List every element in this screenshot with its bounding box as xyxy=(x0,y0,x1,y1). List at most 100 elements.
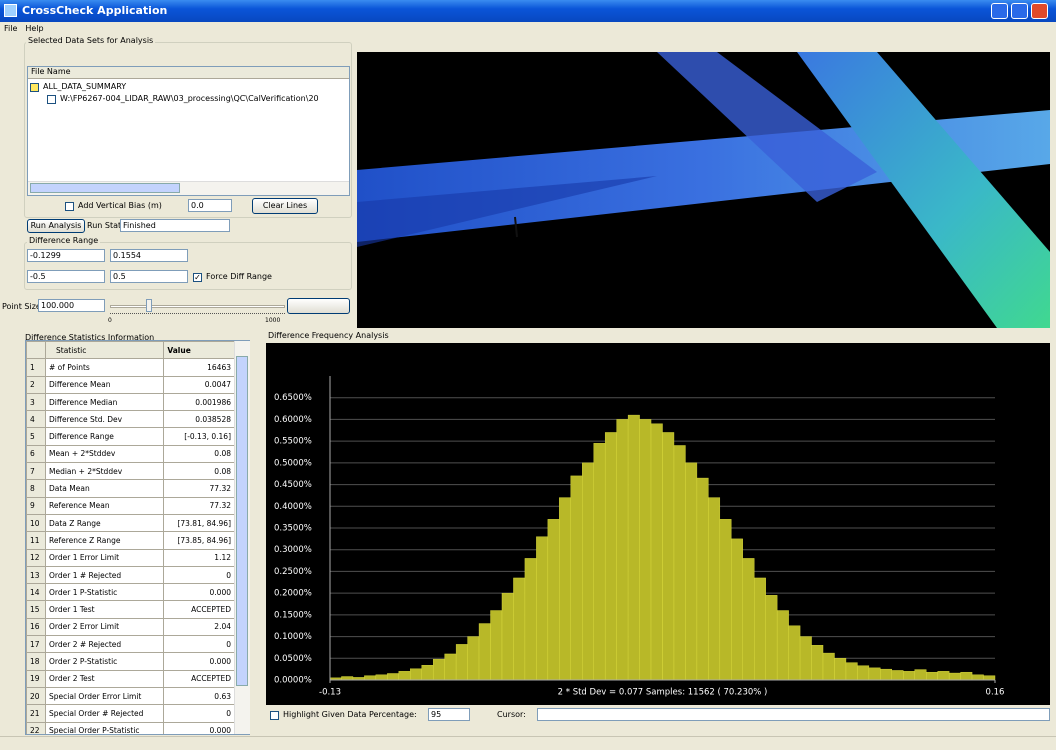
row-number: 8 xyxy=(27,480,46,497)
slider-max-label: 1000 xyxy=(265,317,280,324)
histogram-bar xyxy=(926,672,937,680)
tree-item[interactable]: W:\FP6267-004_LIDAR_RAW\03_processing\QC… xyxy=(60,94,319,103)
menu-item[interactable]: File xyxy=(0,22,21,33)
histogram-bar xyxy=(525,558,536,680)
histogram-bar xyxy=(582,463,593,680)
histogram-bar xyxy=(502,593,513,680)
checkbox-label: Force Diff Range xyxy=(206,272,272,281)
histogram-bar xyxy=(651,424,662,680)
histogram-bar xyxy=(846,663,857,680)
header-cell: Statistic xyxy=(46,342,164,359)
row-number: 3 xyxy=(27,393,46,410)
y-tick-label: 0.3000% xyxy=(274,545,312,555)
statistic-name: Special Order # Rejected xyxy=(46,705,164,722)
highlight-input[interactable]: 95 xyxy=(428,708,470,721)
histogram-bar xyxy=(456,644,467,680)
application-window: CrossCheck Application FileHelp Selected… xyxy=(0,0,1056,750)
statistic-name: Order 1 Error Limit xyxy=(46,549,164,566)
stats-row: 1# of Points16463 xyxy=(27,359,235,376)
statistic-value: 0 xyxy=(164,636,235,653)
statistic-value: 0.08 xyxy=(164,463,235,480)
statistic-name: Special Order Error Limit xyxy=(46,687,164,704)
slider-track[interactable] xyxy=(110,305,285,308)
histogram-bar xyxy=(754,578,765,680)
statistic-name: Reference Mean xyxy=(46,497,164,514)
statistic-name: Order 2 # Rejected xyxy=(46,636,164,653)
statistic-value: [73.85, 84.96] xyxy=(164,532,235,549)
histogram-bar xyxy=(559,498,570,680)
y-tick-label: 0.4000% xyxy=(274,502,312,512)
histogram-bar xyxy=(468,637,479,680)
column-header: File Name xyxy=(28,67,349,79)
histogram-bar xyxy=(777,611,788,680)
histogram-chart: 0.0000%0.0500%0.1000%0.1500%0.2000%0.250… xyxy=(266,343,1050,705)
range-min-field: -0.1299 xyxy=(27,249,105,262)
row-number: 22 xyxy=(27,722,46,735)
statistic-name: # of Points xyxy=(46,359,164,376)
row-number: 19 xyxy=(27,670,46,687)
app-icon xyxy=(4,4,17,17)
histogram-bar xyxy=(708,498,719,680)
row-number: 15 xyxy=(27,601,46,618)
vertical-bias-checkbox[interactable] xyxy=(65,202,74,211)
slider-thumb[interactable] xyxy=(146,299,152,312)
x-tick-label: 0.16 xyxy=(986,688,1005,698)
tree-item[interactable]: ALL_DATA_SUMMARY xyxy=(43,82,126,91)
statistic-name: Mean + 2*Stddev xyxy=(46,445,164,462)
stats-row: 10Data Z Range[73.81, 84.96] xyxy=(27,514,235,531)
scroll-thumb[interactable] xyxy=(30,183,180,193)
maximize-button[interactable] xyxy=(1011,3,1028,19)
stats-row: 16Order 2 Error Limit2.04 xyxy=(27,618,235,635)
row-number: 20 xyxy=(27,687,46,704)
group-label: Selected Data Sets for Analysis xyxy=(26,36,155,45)
menu-item[interactable]: Help xyxy=(21,22,47,33)
close-button[interactable] xyxy=(1031,3,1048,19)
histogram-bar xyxy=(663,432,674,680)
y-tick-label: 0.3500% xyxy=(274,524,312,534)
tree-checkbox[interactable] xyxy=(47,95,56,104)
force-min-input[interactable]: -0.5 xyxy=(27,270,105,283)
statistic-name: Order 2 P-Statistic xyxy=(46,653,164,670)
point-size-input[interactable]: 100.000 xyxy=(38,299,105,312)
histogram-bar xyxy=(880,669,891,680)
statistic-name: Special Order P-Statistic xyxy=(46,722,164,735)
vertical-bias-input[interactable]: 0.0 xyxy=(188,199,232,212)
y-tick-label: 0.4500% xyxy=(274,480,312,490)
run-analysis-button[interactable]: Run Analysis xyxy=(27,219,85,233)
statistic-name: Order 1 # Rejected xyxy=(46,566,164,583)
title-bar: CrossCheck Application xyxy=(0,0,1056,22)
window-title: CrossCheck Application xyxy=(22,4,167,17)
scroll-thumb[interactable] xyxy=(236,356,248,686)
highlight-checkbox[interactable] xyxy=(270,711,279,720)
header-row: StatisticValue xyxy=(27,342,235,359)
clear-lines-button[interactable]: Clear Lines xyxy=(252,198,318,214)
histogram-bar xyxy=(697,478,708,680)
chart-annotation: 2 * Std Dev = 0.077 Samples: 11562 ( 70.… xyxy=(558,688,768,698)
point-size-button[interactable] xyxy=(287,298,350,314)
point-cloud-view xyxy=(357,52,1050,328)
row-number: 4 xyxy=(27,411,46,428)
histogram-bar xyxy=(410,669,421,680)
row-number: 14 xyxy=(27,584,46,601)
histogram-bar xyxy=(376,675,387,680)
statistic-value: 0.038528 xyxy=(164,411,235,428)
stats-row: 15Order 1 TestACCEPTED xyxy=(27,601,235,618)
statistic-value: ACCEPTED xyxy=(164,601,235,618)
force-max-input[interactable]: 0.5 xyxy=(110,270,188,283)
minimize-button[interactable] xyxy=(991,3,1008,19)
row-number: 6 xyxy=(27,445,46,462)
histogram-bar xyxy=(869,668,880,680)
stats-row: 9Reference Mean77.32 xyxy=(27,497,235,514)
histogram-bar xyxy=(617,419,628,680)
force-range-checkbox[interactable]: ✓ xyxy=(193,273,202,282)
y-tick-label: 0.1500% xyxy=(274,610,312,620)
statistic-value: 77.32 xyxy=(164,497,235,514)
range-max-field: 0.1554 xyxy=(110,249,188,262)
stats-row: 22Special Order P-Statistic0.000 xyxy=(27,722,235,735)
statistic-value: ACCEPTED xyxy=(164,670,235,687)
